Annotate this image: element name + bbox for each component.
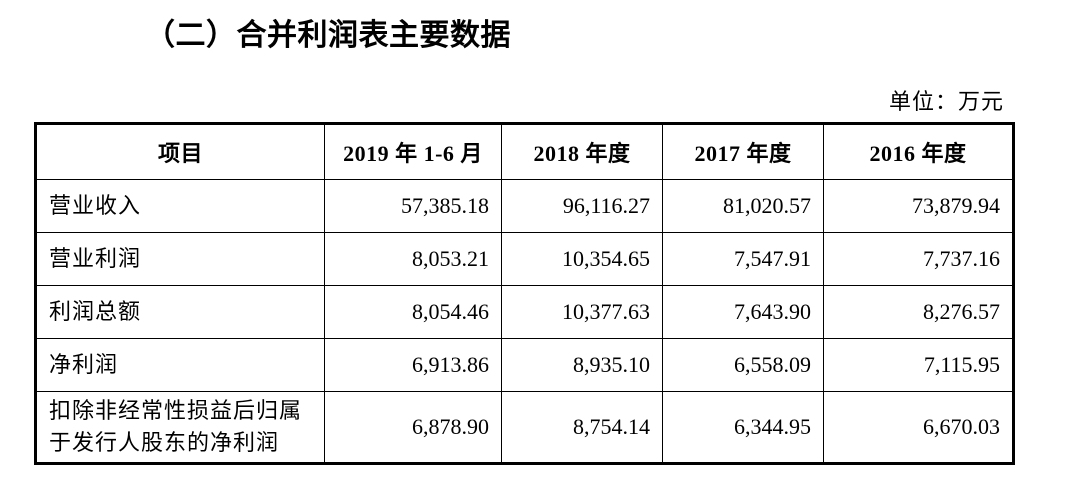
cell-value: 8,935.10 (501, 338, 663, 392)
cell-value: 6,878.90 (324, 391, 502, 464)
cell-value: 8,054.46 (324, 285, 502, 339)
table-row-net-profit: 净利润 6,913.86 8,935.10 6,558.09 7,115.95 (35, 338, 1014, 392)
table-header-row: 项目 2019 年 1-6 月 2018 年度 2017 年度 2016 年度 (35, 123, 1014, 180)
cell-value: 8,276.57 (823, 285, 1014, 339)
cell-value: 8,053.21 (324, 232, 502, 286)
cell-value: 7,547.91 (662, 232, 824, 286)
cell-value: 96,116.27 (501, 179, 663, 233)
income-statement-table: 项目 2019 年 1-6 月 2018 年度 2017 年度 2016 年度 … (34, 122, 1015, 465)
cell-value: 6,558.09 (662, 338, 824, 392)
section-title: （二）合并利润表主要数据 (145, 19, 511, 52)
table-row-total-profit: 利润总额 8,054.46 10,377.63 7,643.90 8,276.5… (35, 285, 1014, 339)
cell-value: 7,737.16 (823, 232, 1014, 286)
table-row-operating-revenue: 营业收入 57,385.18 96,116.27 81,020.57 73,87… (35, 179, 1014, 233)
cell-value: 8,754.14 (501, 391, 663, 464)
row-label: 净利润 (35, 338, 325, 392)
cell-value: 6,670.03 (823, 391, 1014, 464)
cell-value: 57,385.18 (324, 179, 502, 233)
row-label: 营业收入 (35, 179, 325, 233)
cell-value: 10,354.65 (501, 232, 663, 286)
table-row-operating-profit: 营业利润 8,053.21 10,354.65 7,547.91 7,737.1… (35, 232, 1014, 286)
table-row-net-profit-excl-nonrecurring: 扣除非经常性损益后归属于发行人股东的净利润 6,878.90 8,754.14 … (35, 391, 1014, 464)
row-label: 营业利润 (35, 232, 325, 286)
col-header-2018: 2018 年度 (501, 123, 663, 180)
cell-value: 7,643.90 (662, 285, 824, 339)
cell-value: 81,020.57 (662, 179, 824, 233)
row-label: 利润总额 (35, 285, 325, 339)
col-header-2017: 2017 年度 (662, 123, 824, 180)
cell-value: 73,879.94 (823, 179, 1014, 233)
unit-label: 单位：万元 (888, 89, 1004, 114)
cell-value: 7,115.95 (823, 338, 1014, 392)
col-header-item: 项目 (35, 123, 325, 180)
cell-value: 10,377.63 (501, 285, 663, 339)
cell-value: 6,344.95 (662, 391, 824, 464)
col-header-2016: 2016 年度 (823, 123, 1014, 180)
col-header-2019h1: 2019 年 1-6 月 (324, 123, 502, 180)
row-label: 扣除非经常性损益后归属于发行人股东的净利润 (35, 391, 325, 464)
cell-value: 6,913.86 (324, 338, 502, 392)
